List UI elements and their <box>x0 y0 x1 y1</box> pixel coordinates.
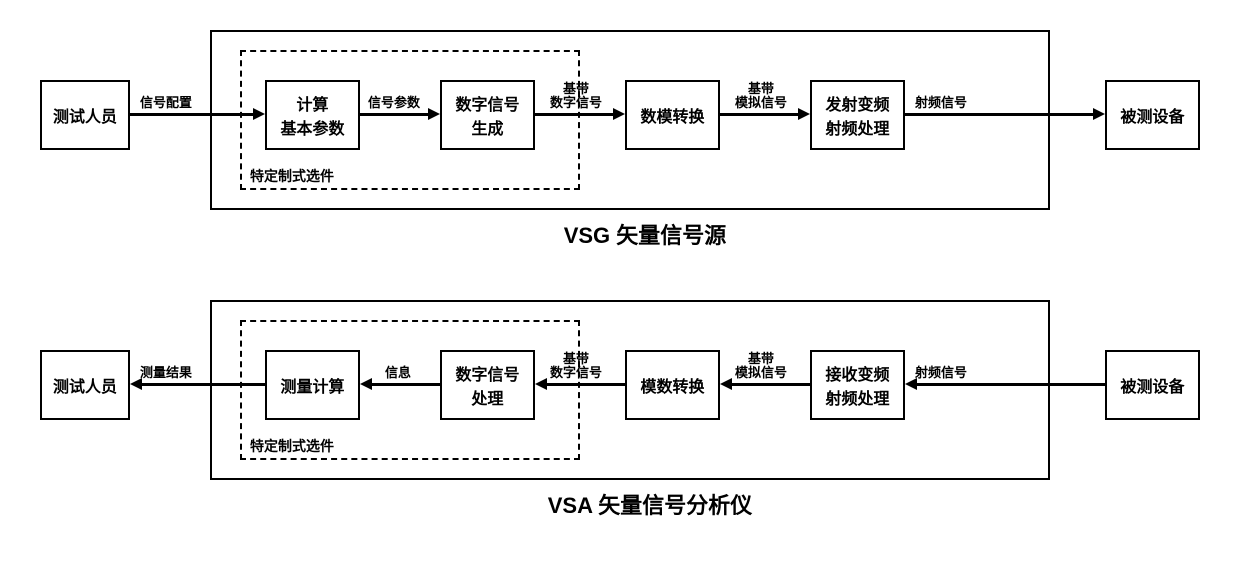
vsg-arrow-5 <box>905 113 1095 116</box>
vsg-arrow-4 <box>720 113 800 116</box>
vsg-label-3: 基带 数字信号 <box>550 82 602 111</box>
vsa-node-rx: 接收变频 射频处理 <box>810 350 905 420</box>
vsa-node-dsp: 数字信号 处理 <box>440 350 535 420</box>
vsg-node-tx: 发射变频 射频处理 <box>810 80 905 150</box>
vsg-label-1: 信号配置 <box>140 96 192 110</box>
vsg-node-dac: 数模转换 <box>625 80 720 150</box>
vsg-node-calc: 计算 基本参数 <box>265 80 360 150</box>
vsg-label-5: 射频信号 <box>915 96 967 110</box>
vsg-label-2: 信号参数 <box>368 96 420 110</box>
vsa-node-tester: 测试人员 <box>40 350 130 420</box>
vsg-arrow-2 <box>360 113 430 116</box>
vsa-arrow-4 <box>732 383 810 386</box>
vsa-arrow-2 <box>372 383 440 386</box>
vsa-arrow-5 <box>917 383 1105 386</box>
vsa-title: VSA 矢量信号分析仪 <box>500 488 800 520</box>
vsa-label-2: 信息 <box>385 366 411 380</box>
vsa-label-3: 基带 数字信号 <box>550 352 602 381</box>
vsg-title: VSG 矢量信号源 <box>520 218 770 250</box>
vsg-arrowhead-5 <box>1093 108 1105 120</box>
vsg-arrowhead-4 <box>798 108 810 120</box>
vsa-node-adc: 模数转换 <box>625 350 720 420</box>
vsg-node-dut: 被测设备 <box>1105 80 1200 150</box>
vsa-node-dut: 被测设备 <box>1105 350 1200 420</box>
vsa-arrowhead-4 <box>720 378 732 390</box>
vsa-label-1: 测量结果 <box>140 366 192 380</box>
vsg-arrowhead-3 <box>613 108 625 120</box>
vsg-arrowhead-2 <box>428 108 440 120</box>
vsa-arrow-3 <box>547 383 625 386</box>
vsa-arrowhead-2 <box>360 378 372 390</box>
vsa-node-meas: 测量计算 <box>265 350 360 420</box>
vsg-label-4: 基带 模拟信号 <box>735 82 787 111</box>
vsg-arrow-3 <box>535 113 615 116</box>
vsa-arrowhead-3 <box>535 378 547 390</box>
vsa-label-5: 射频信号 <box>915 366 967 380</box>
vsa-label-4: 基带 模拟信号 <box>735 352 787 381</box>
vsa-arrow-1 <box>142 383 265 386</box>
vsg-arrowhead-1 <box>253 108 265 120</box>
vsg-node-gen: 数字信号 生成 <box>440 80 535 150</box>
vsg-node-tester: 测试人员 <box>40 80 130 150</box>
diagram-root: 特定制式选件 测试人员 计算 基本参数 数字信号 生成 数模转换 发射变频 射频… <box>20 20 1220 544</box>
vsg-dashed-label: 特定制式选件 <box>250 166 334 186</box>
vsa-dashed-label: 特定制式选件 <box>250 436 334 456</box>
vsg-arrow-1 <box>130 113 255 116</box>
